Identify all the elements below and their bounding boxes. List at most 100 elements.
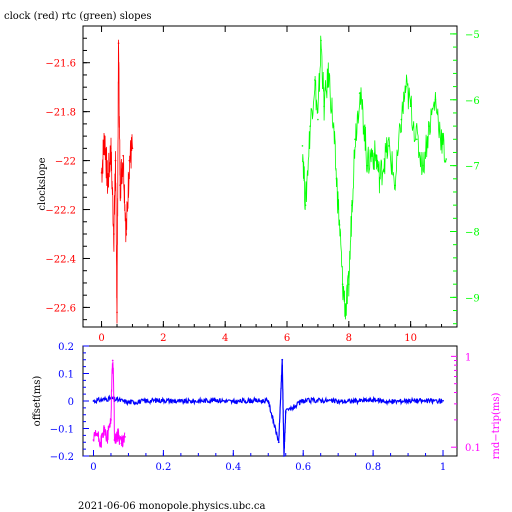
top-right-tick-label: −5 [465, 30, 480, 41]
data-point-magenta [120, 442, 123, 445]
data-point-magenta [111, 359, 114, 362]
data-point-green [344, 309, 347, 312]
data-point-green [335, 178, 338, 180]
series-line-red [101, 39, 133, 324]
top-x-tick-label: 6 [284, 333, 290, 344]
data-point-green [301, 145, 304, 147]
top-right-tick-label: −9 [465, 293, 480, 304]
top-left-tick-label: −21.6 [45, 59, 76, 70]
data-point-red [103, 135, 106, 137]
data-point-green [416, 138, 418, 141]
data-point-green [383, 158, 386, 160]
data-point-blue [319, 399, 322, 402]
data-point-blue [372, 399, 375, 401]
bottom-panel: offset(ms) rnd−trip(ms) 0 0.2 0.4 0.6 0.8 1 0.… [32, 342, 502, 473]
top-ylabel: clockslope [37, 157, 48, 210]
top-plot-frame [82, 25, 458, 328]
data-point-magenta [124, 435, 126, 438]
data-point-red [106, 184, 109, 186]
data-point-green [371, 151, 373, 154]
top-left-tick-label: −22.6 [45, 303, 76, 314]
data-point-blue [337, 400, 340, 403]
data-point-magenta [103, 430, 105, 433]
data-point-magenta [92, 439, 95, 441]
data-point-green [358, 92, 361, 94]
data-point-magenta [96, 433, 98, 435]
data-point-red [122, 154, 124, 157]
data-point-green [428, 125, 430, 127]
data-point-green [440, 138, 443, 141]
data-point-green [354, 138, 356, 141]
data-point-green [338, 224, 341, 226]
data-point-blue [424, 400, 427, 402]
top-x-tick-label: 8 [346, 333, 352, 344]
data-point-magenta [106, 435, 109, 438]
bottom-right-tick-label: 0.1 [465, 443, 481, 454]
data-point-blue [232, 400, 235, 403]
top-left-tick-label: −22.2 [45, 206, 76, 217]
data-point-green [394, 184, 396, 187]
bottom-left-tick-label: 0 [68, 397, 74, 408]
bottom-ylabel: offset(ms) [32, 376, 43, 427]
bottom-x-tick-label: 0.4 [225, 462, 241, 473]
data-point-green [388, 145, 390, 147]
series-line-magenta [93, 361, 126, 448]
data-point-magenta [117, 433, 119, 435]
data-point-green [363, 125, 366, 127]
data-point-red [131, 147, 134, 150]
top-left-tick-label: −22.4 [45, 254, 76, 265]
data-point-green [341, 283, 344, 285]
top-x-tick-label: 10 [404, 333, 417, 344]
data-point-red [100, 172, 103, 174]
data-point-blue [284, 411, 287, 413]
data-point-blue [277, 441, 280, 444]
data-point-green [434, 98, 437, 101]
data-point-blue [92, 400, 95, 402]
data-point-green [400, 118, 403, 121]
data-point-green [332, 125, 335, 127]
data-point-green [375, 158, 378, 160]
data-point-blue [442, 399, 444, 402]
data-point-green [323, 105, 325, 108]
top-x-tick-label: 2 [160, 333, 166, 344]
series-line-blue [92, 359, 443, 457]
bottom-x-tick-label: 1 [440, 462, 446, 473]
data-point-red [114, 159, 117, 162]
top-x-tick-label: 0 [98, 333, 104, 344]
footer-text: 2021-06-06 monopole.physics.ubc.ca [78, 501, 265, 512]
data-point-green [405, 85, 407, 88]
data-point-red [113, 233, 115, 235]
top-left-tick-label: −22 [55, 157, 76, 168]
data-point-green [327, 72, 330, 75]
bottom-left-tick-label: 0.2 [58, 342, 74, 353]
bottom-right-tick-label: 1 [465, 352, 471, 363]
data-point-red [125, 233, 128, 235]
data-point-green [317, 118, 319, 121]
data-point-red [116, 311, 118, 314]
data-point-green [304, 204, 307, 206]
data-point-blue [197, 400, 200, 402]
chart-title: clock (red) rtc (green) slopes [4, 11, 152, 22]
data-point-blue [267, 400, 270, 402]
data-point-blue [179, 400, 182, 403]
top-right-tick-label: −8 [465, 227, 480, 238]
bottom-x-tick-label: 0.6 [295, 462, 311, 473]
data-point-blue [283, 455, 285, 457]
data-point-red [110, 147, 112, 150]
data-point-red [119, 184, 121, 186]
data-point-green [320, 39, 322, 42]
data-point-magenta [113, 439, 116, 441]
data-point-magenta [99, 442, 102, 445]
data-point-green [366, 164, 369, 167]
data-point-blue [249, 399, 252, 402]
top-x-tick-label: 4 [222, 333, 228, 344]
data-point-green [314, 79, 316, 81]
data-point-green [422, 164, 424, 167]
data-point-green [348, 283, 350, 285]
data-point-red [117, 42, 120, 44]
data-point-blue [281, 358, 284, 361]
data-point-blue [389, 400, 392, 403]
data-point-blue [145, 400, 147, 402]
data-point-blue [162, 399, 165, 402]
